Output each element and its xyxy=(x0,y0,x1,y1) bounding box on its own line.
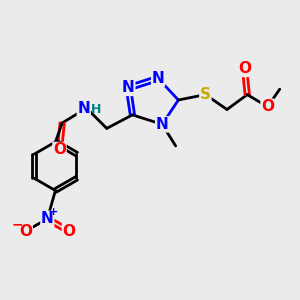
Text: N: N xyxy=(77,100,90,116)
Text: N: N xyxy=(152,71,164,86)
Text: O: O xyxy=(261,99,274,114)
Text: H: H xyxy=(91,103,101,116)
Text: O: O xyxy=(19,224,32,238)
Text: N: N xyxy=(156,117,169,132)
Text: N: N xyxy=(122,80,135,95)
Text: +: + xyxy=(49,207,58,217)
Text: O: O xyxy=(238,61,251,76)
Text: O: O xyxy=(62,224,75,238)
Text: S: S xyxy=(200,87,211,102)
Text: N: N xyxy=(41,212,54,226)
Text: O: O xyxy=(53,142,66,158)
Text: −: − xyxy=(12,217,23,231)
